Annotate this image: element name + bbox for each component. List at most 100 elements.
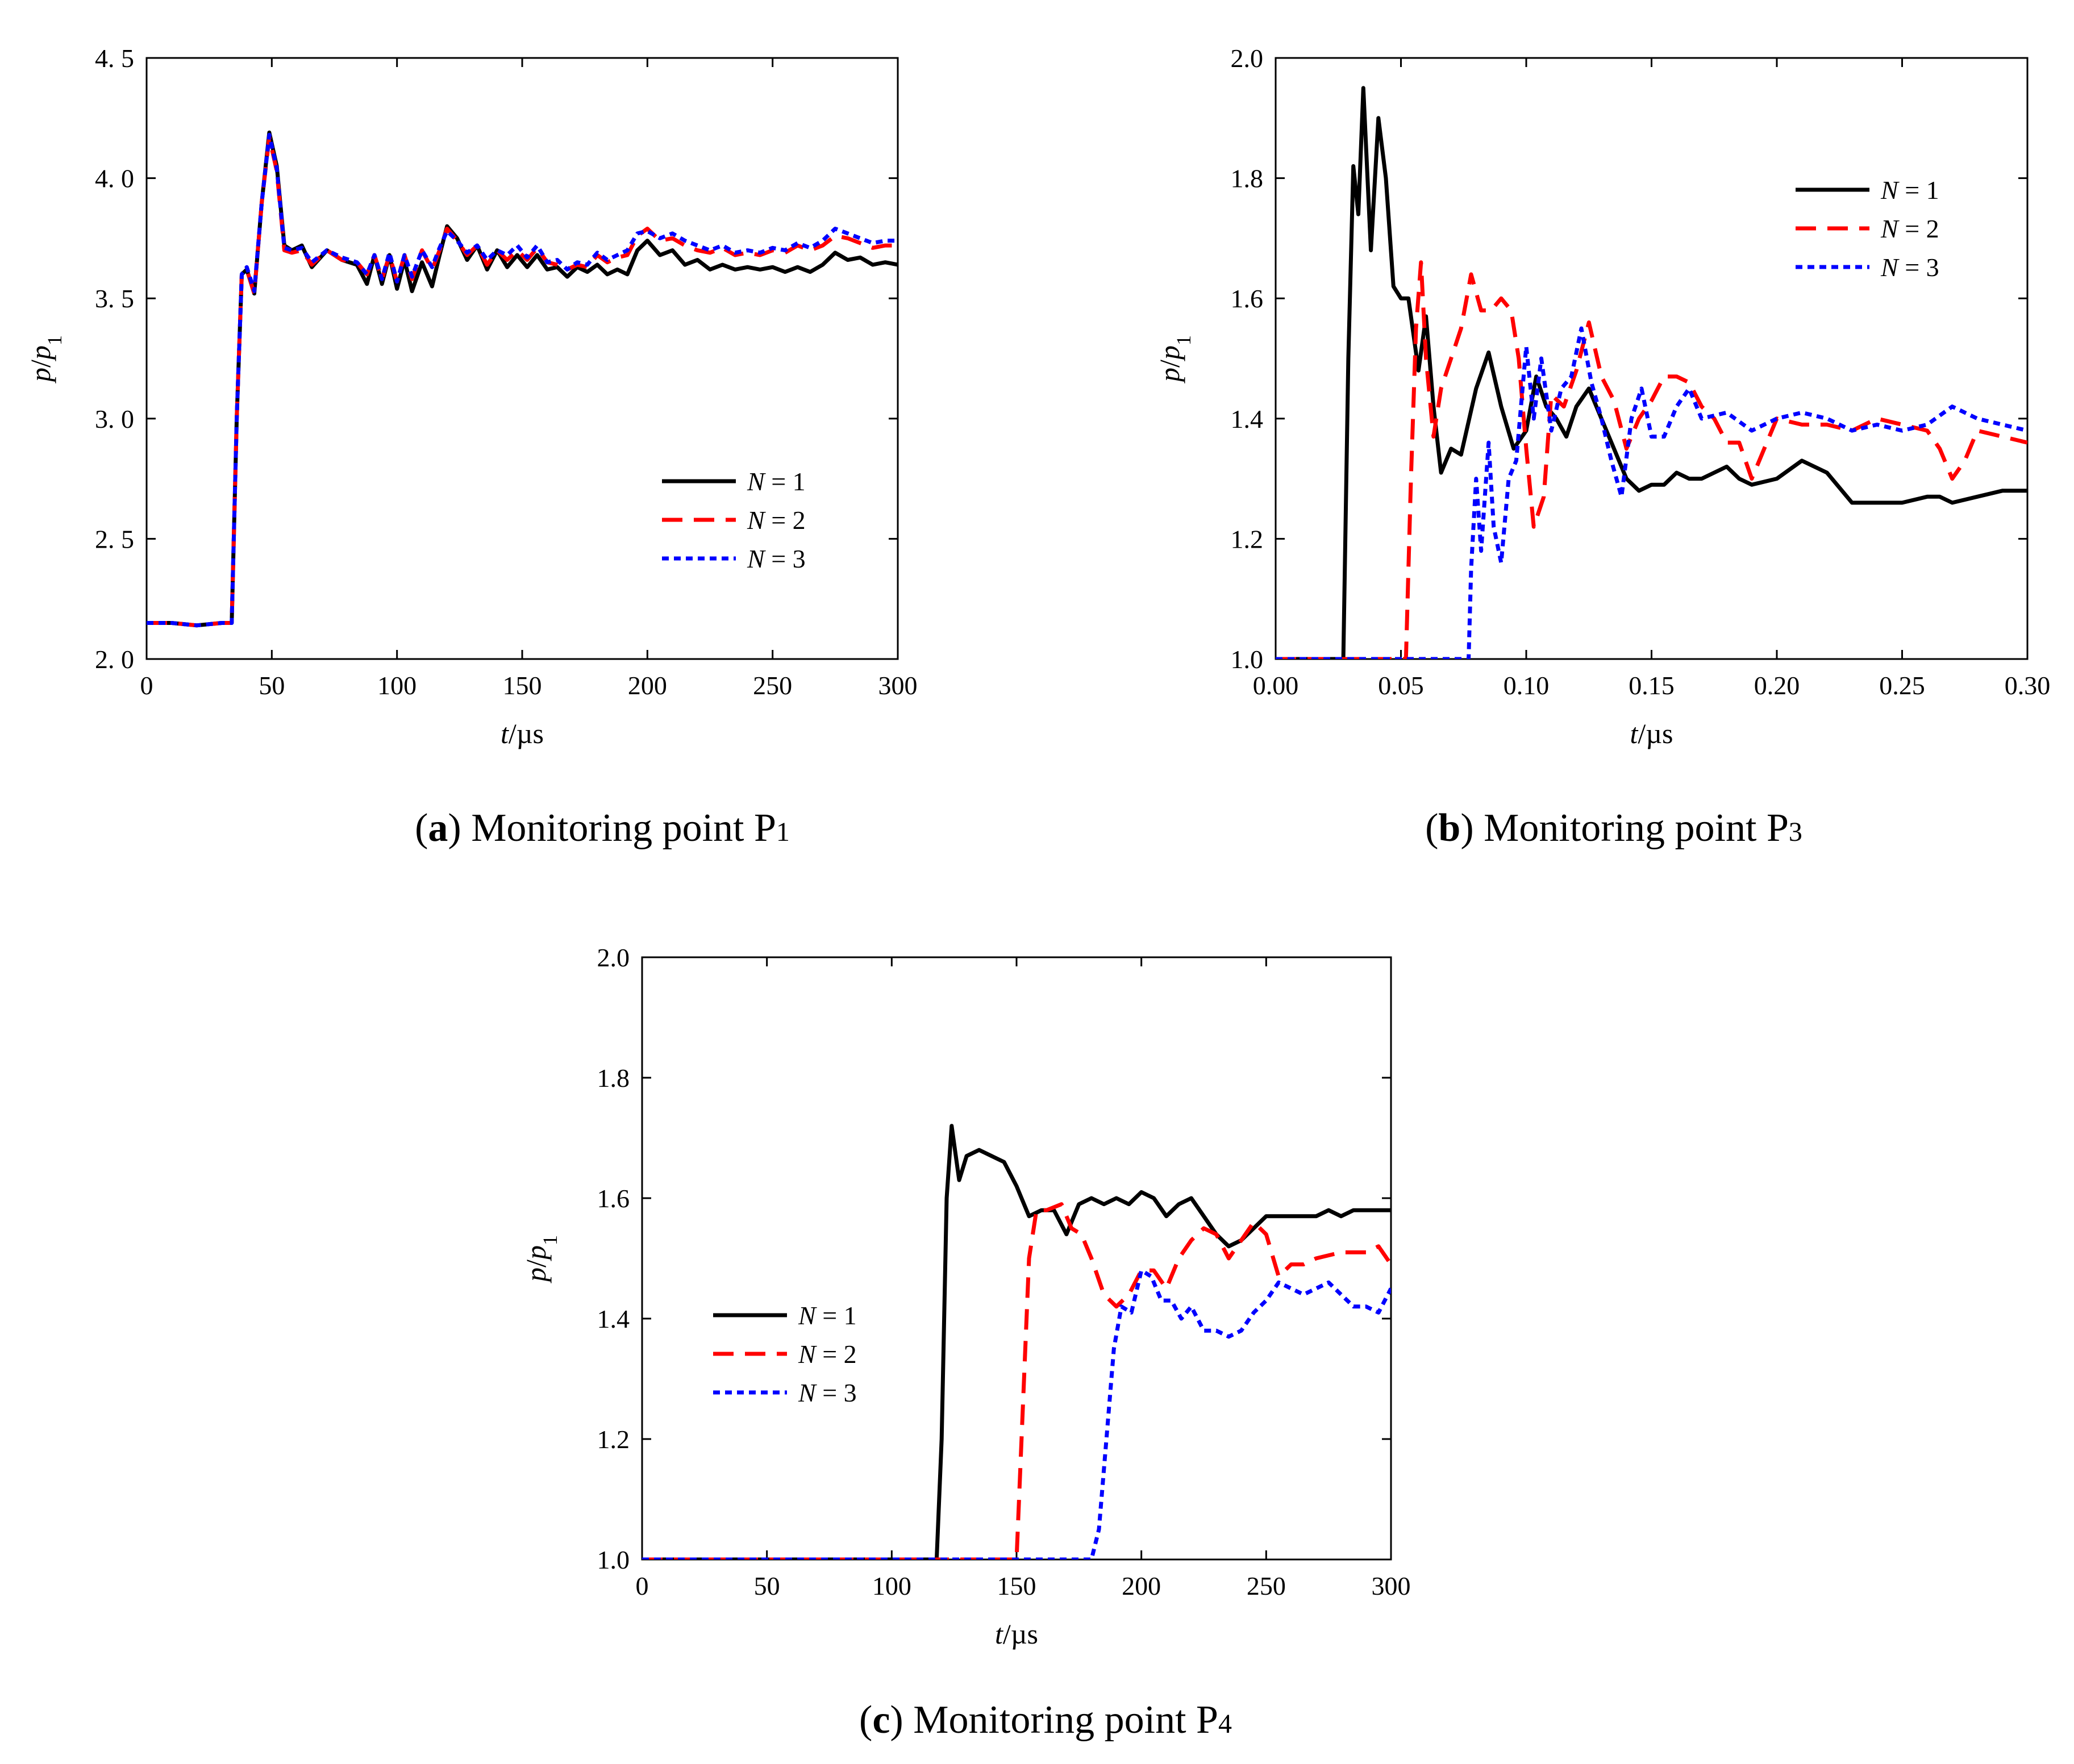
legend-value: = 3 (765, 544, 806, 573)
x-tick-label: 0.00 (1253, 671, 1299, 700)
chart-panel-b: 0.00 0.05 0.10 0.15 0.20 0.25 0.30 1.0 1.2 1.4 1.6… (1153, 44, 2050, 850)
plot-frame (1275, 57, 2029, 660)
x-tick-label: 50 (754, 1571, 780, 1600)
y-tick-label: 1.8 (1231, 164, 1264, 193)
caption-paren: ) (890, 1698, 903, 1742)
x-tick-label: 0.30 (2005, 671, 2051, 700)
plot-frame (641, 956, 1392, 1561)
caption-sub: 1 (776, 817, 790, 847)
series-line-n3 (147, 132, 898, 628)
x-tick-label: 0.20 (1754, 671, 1800, 700)
x-axis-label: t/µs (501, 718, 544, 749)
y-tick-label: 1.2 (597, 1425, 630, 1454)
x-tick-label: 100 (377, 671, 417, 700)
caption-letter: a (428, 806, 448, 850)
x-axis-unit: /µs (1003, 1618, 1038, 1650)
caption-paren: ) (448, 806, 461, 850)
legend-var: N (1880, 253, 1900, 282)
caption-paren: ) (1460, 806, 1473, 850)
y-tick-label: 1.6 (1231, 284, 1264, 313)
legend: N = 1N = 2N = 3 (713, 1301, 857, 1407)
x-tick-label: 0.25 (1879, 671, 1925, 700)
y-tick-label: 1.4 (1231, 404, 1264, 433)
x-tick-label: 300 (1372, 1571, 1411, 1600)
caption-paren: ( (415, 806, 428, 850)
y-tick-label: 2.0 (597, 943, 630, 972)
x-tick-label: 300 (878, 671, 918, 700)
y-tick-label: 2. 0 (95, 645, 134, 674)
y-tick-label: 1.2 (1231, 524, 1264, 553)
legend-var: N (1880, 176, 1900, 205)
legend-value: = 2 (1898, 214, 1939, 243)
legend-label-n3: N = 3 (1880, 253, 1939, 282)
x-tick-label: 200 (1122, 1571, 1161, 1600)
caption-sub: 4 (1218, 1709, 1232, 1739)
series-line-n1 (642, 1124, 1391, 1559)
x-axis-var: t (501, 718, 509, 749)
y-tick-label: 1.0 (1231, 645, 1264, 674)
series-line-n3 (642, 1268, 1391, 1559)
legend-value: = 1 (765, 467, 806, 496)
x-tick-label: 0.15 (1629, 671, 1675, 700)
legend: N = 1N = 2N = 3 (662, 467, 806, 573)
x-axis-label: t/µs (1630, 718, 1673, 749)
series-line-n1 (1276, 86, 2027, 659)
y-axis-label: p/p1 (520, 1235, 561, 1283)
y-axis-sub: 1 (1172, 335, 1195, 345)
y-tick-label: 1.4 (597, 1304, 630, 1333)
series-group (1276, 86, 2027, 659)
legend-var: N (1880, 214, 1900, 243)
x-axis-unit: /µs (1638, 718, 1673, 749)
y-axis-var: p (520, 1267, 552, 1283)
legend-value: = 3 (1898, 253, 1939, 282)
y-axis-var: p (24, 368, 56, 383)
y-tick-label: 2. 5 (95, 524, 134, 553)
x-tick-label: 200 (628, 671, 667, 700)
y-axis-sep: / (24, 360, 56, 368)
legend-var: N (747, 506, 766, 535)
legend-label-n2: N = 2 (747, 506, 806, 535)
caption-text: Monitoring point P (903, 1698, 1218, 1742)
y-axis-label: p/p1 (1153, 335, 1195, 383)
caption-paren: ( (1425, 806, 1438, 850)
x-tick-label: 150 (503, 671, 542, 700)
legend-label-n2: N = 2 (1880, 214, 1939, 243)
legend-label-n1: N = 1 (798, 1301, 857, 1330)
legend-value: = 1 (816, 1301, 857, 1330)
y-tick-label: 4. 5 (95, 44, 134, 73)
series-line-n2 (642, 1202, 1391, 1559)
y-tick-label: 2.0 (1231, 44, 1264, 73)
x-axis-label: t/µs (995, 1618, 1038, 1650)
y-tick-label: 1.0 (597, 1545, 630, 1574)
x-axis-unit: /µs (509, 718, 544, 749)
y-axis-var-2: p (1153, 345, 1185, 361)
chart-panel-c: 0 50 100 150 200 250 300 1.0 1.2 1.4 1.6 1.8 2.0 t/µs… (520, 943, 1411, 1742)
y-axis-sub: 1 (539, 1235, 561, 1245)
caption-sub: 3 (1789, 817, 1802, 847)
series-line-n2 (1276, 260, 2027, 659)
legend-value: = 3 (816, 1378, 857, 1407)
caption: (a) Monitoring point P1 (415, 806, 790, 850)
y-axis-sub: 1 (43, 335, 66, 345)
legend-value: = 1 (1898, 176, 1939, 205)
legend-label-n2: N = 2 (798, 1340, 857, 1369)
caption-paren: ( (859, 1698, 872, 1742)
series-line-n2 (147, 135, 898, 628)
legend-var: N (798, 1340, 817, 1369)
y-axis-var: p (1153, 368, 1185, 383)
legend-var: N (798, 1378, 817, 1407)
x-axis-var: t (1630, 718, 1638, 749)
legend-label-n3: N = 3 (798, 1378, 857, 1407)
y-axis-sep: / (520, 1260, 552, 1267)
caption-text: Monitoring point P (461, 806, 776, 850)
legend-value: = 2 (765, 506, 806, 535)
legend-value: = 2 (816, 1340, 857, 1369)
series-group (147, 130, 898, 628)
legend-var: N (747, 544, 766, 573)
y-axis-sep: / (1153, 360, 1185, 368)
y-tick-label: 3. 0 (95, 404, 134, 433)
x-tick-label: 100 (872, 1571, 911, 1600)
y-tick-label: 1.6 (597, 1184, 630, 1213)
legend-label-n3: N = 3 (747, 544, 806, 573)
